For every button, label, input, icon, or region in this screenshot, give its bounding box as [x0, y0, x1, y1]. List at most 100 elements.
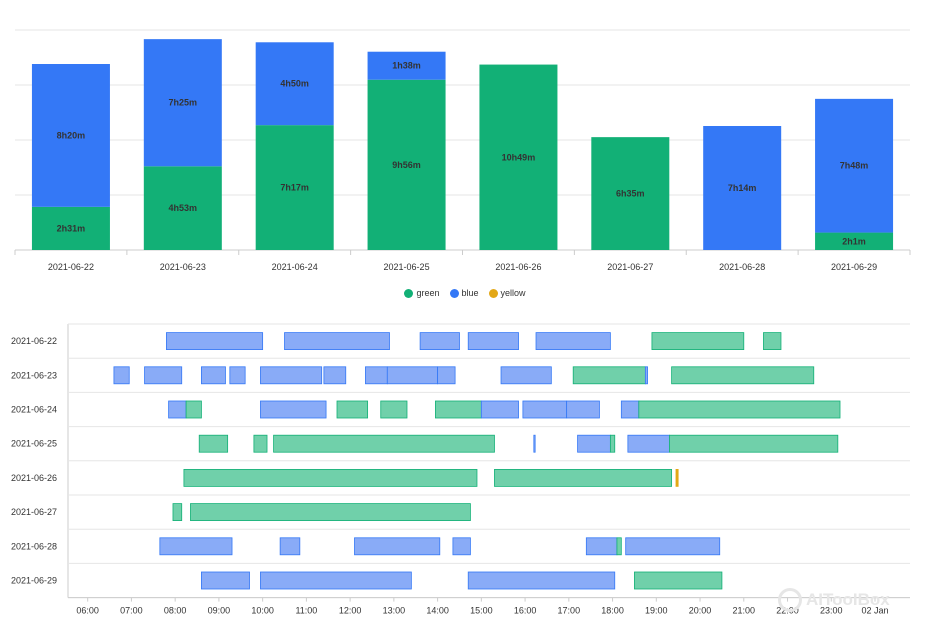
- x-tick-label: 14:00: [426, 606, 449, 616]
- timeline-segment-blue[interactable]: [522, 400, 568, 419]
- timeline-segment-green[interactable]: [380, 400, 408, 419]
- timeline-segment-blue[interactable]: [627, 434, 670, 453]
- timeline-segment-blue[interactable]: [467, 332, 519, 351]
- bar-label-green-2021-06-27: 6h35m: [616, 189, 645, 199]
- timeline-segment-green[interactable]: [671, 366, 815, 385]
- row-label: 2021-06-29: [11, 576, 57, 586]
- x-tick-label: 08:00: [164, 606, 187, 616]
- legend-label-green: green: [416, 288, 440, 298]
- timeline-segment-blue[interactable]: [260, 366, 323, 385]
- bar-green-2021-06-24[interactable]: [255, 125, 334, 250]
- x-tick-label: 21:00: [733, 606, 756, 616]
- timeline-segment-green[interactable]: [172, 503, 183, 522]
- timeline-segment-blue[interactable]: [535, 332, 611, 351]
- timeline-segment-green[interactable]: [651, 332, 745, 351]
- x-tick-label: 11:00: [295, 606, 317, 616]
- timeline-segment-blue[interactable]: [585, 537, 618, 556]
- bar-blue-2021-06-24[interactable]: [255, 42, 334, 126]
- x-tick-label: 09:00: [208, 606, 231, 616]
- timeline-segment-blue[interactable]: [577, 434, 611, 453]
- bar-label-green-2021-06-25: 9h56m: [392, 160, 421, 170]
- bar-label-green-2021-06-23: 4h53m: [169, 203, 198, 213]
- timeline-segment-blue[interactable]: [480, 400, 519, 419]
- timeline-segment-blue[interactable]: [644, 366, 648, 385]
- timeline-segment-blue[interactable]: [467, 571, 616, 590]
- bar-green-2021-06-23[interactable]: [143, 166, 222, 250]
- timeline-segment-green[interactable]: [763, 332, 782, 351]
- timeline-segment-green[interactable]: [616, 537, 622, 556]
- timeline-segment-blue[interactable]: [144, 366, 183, 385]
- timeline-segment-blue[interactable]: [419, 332, 460, 351]
- timeline-segment-blue[interactable]: [323, 366, 347, 385]
- timeline-segment-blue[interactable]: [566, 400, 600, 419]
- legend-dot-green: [404, 288, 414, 298]
- timeline-segment-blue[interactable]: [260, 400, 327, 419]
- watermark-text: AITooIBox: [806, 590, 890, 609]
- timeline-segment-green[interactable]: [634, 571, 723, 590]
- timeline-segment-green[interactable]: [253, 434, 268, 453]
- bar-green-2021-06-26[interactable]: [479, 64, 558, 250]
- timeline-segment-blue[interactable]: [620, 400, 640, 419]
- bar-blue-2021-06-28[interactable]: [703, 126, 782, 250]
- x-tick-label: 12:00: [339, 606, 362, 616]
- timeline-segment-blue[interactable]: [354, 537, 441, 556]
- bar-blue-2021-06-23[interactable]: [143, 39, 222, 167]
- timeline-segment-green[interactable]: [185, 400, 202, 419]
- timeline-segment-blue[interactable]: [365, 366, 388, 385]
- timeline-segment-green[interactable]: [669, 434, 839, 453]
- timeline-segment-green[interactable]: [609, 434, 616, 453]
- timeline-segment-blue[interactable]: [279, 537, 301, 556]
- bar-blue-2021-06-29[interactable]: [815, 98, 894, 233]
- timeline-segment-green[interactable]: [336, 400, 369, 419]
- bar-label-blue-2021-06-23: 7h25m: [169, 98, 198, 108]
- bar-blue-2021-06-22[interactable]: [31, 64, 110, 207]
- x-tick-label: 15:00: [470, 606, 493, 616]
- timeline-segment-green[interactable]: [638, 400, 841, 419]
- x-tick-label: 07:00: [120, 606, 143, 616]
- x-tick-label: 20:00: [689, 606, 712, 616]
- timeline-segment-blue[interactable]: [159, 537, 233, 556]
- x-tick-label: 2021-06-22: [48, 262, 94, 272]
- bar-label-green-2021-06-22: 2h31m: [57, 223, 86, 233]
- timeline-segment-green[interactable]: [494, 468, 673, 487]
- timeline-segment-blue[interactable]: [452, 537, 471, 556]
- x-tick-label: 2021-06-24: [272, 262, 318, 272]
- x-tick-label: 2021-06-29: [831, 262, 877, 272]
- legend-label-yellow: yellow: [500, 288, 526, 298]
- timeline-segment-blue[interactable]: [500, 366, 552, 385]
- stacked-bar-chart: 2h31m 8h20m 2021-06-22 4h53m 7h25m 2021-06-23…: [14, 29, 911, 272]
- row-label: 2021-06-27: [11, 507, 57, 517]
- bar-green-2021-06-29[interactable]: [815, 232, 894, 250]
- row-label: 2021-06-28: [11, 541, 57, 551]
- timeline-segment-green[interactable]: [572, 366, 646, 385]
- bar-green-2021-06-27[interactable]: [591, 137, 670, 250]
- bar-blue-2021-06-25[interactable]: [367, 51, 446, 80]
- timeline-segment-blue[interactable]: [229, 366, 246, 385]
- timeline-segment-green[interactable]: [183, 468, 478, 487]
- timeline-segment-green[interactable]: [190, 503, 471, 522]
- legend-item-blue[interactable]: blue: [449, 288, 479, 298]
- timeline-segment-blue[interactable]: [260, 571, 412, 590]
- timeline-segment-blue[interactable]: [386, 366, 439, 385]
- timeline-segment-blue[interactable]: [168, 400, 187, 419]
- timeline-segment-blue[interactable]: [166, 332, 264, 351]
- bar-green-2021-06-22[interactable]: [31, 206, 110, 250]
- legend-item-yellow[interactable]: yellow: [488, 288, 526, 298]
- bar-label-blue-2021-06-22: 8h20m: [57, 130, 86, 140]
- timeline-segment-blue[interactable]: [113, 366, 130, 385]
- x-tick-label: 2021-06-27: [607, 262, 653, 272]
- timeline-segment-green[interactable]: [273, 434, 495, 453]
- legend-item-green[interactable]: green: [404, 288, 440, 298]
- bar-green-2021-06-25[interactable]: [367, 79, 446, 250]
- timeline-segment-green[interactable]: [435, 400, 482, 419]
- timeline-segment-green[interactable]: [198, 434, 229, 453]
- timeline-segment-blue[interactable]: [625, 537, 721, 556]
- row-label: 2021-06-26: [11, 473, 57, 483]
- timeline-segment-blue[interactable]: [201, 571, 250, 590]
- timeline-segment-blue[interactable]: [284, 332, 390, 351]
- timeline-segment-yellow[interactable]: [675, 468, 679, 487]
- timeline-segment-blue[interactable]: [533, 434, 536, 453]
- timeline-segment-blue[interactable]: [437, 366, 456, 385]
- timeline-segment-blue[interactable]: [201, 366, 226, 385]
- x-tick-label: 13:00: [383, 606, 406, 616]
